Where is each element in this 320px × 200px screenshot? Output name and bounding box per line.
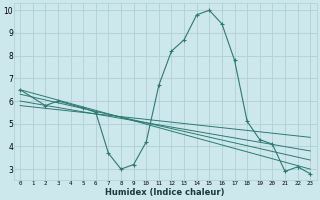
X-axis label: Humidex (Indice chaleur): Humidex (Indice chaleur)	[105, 188, 225, 197]
